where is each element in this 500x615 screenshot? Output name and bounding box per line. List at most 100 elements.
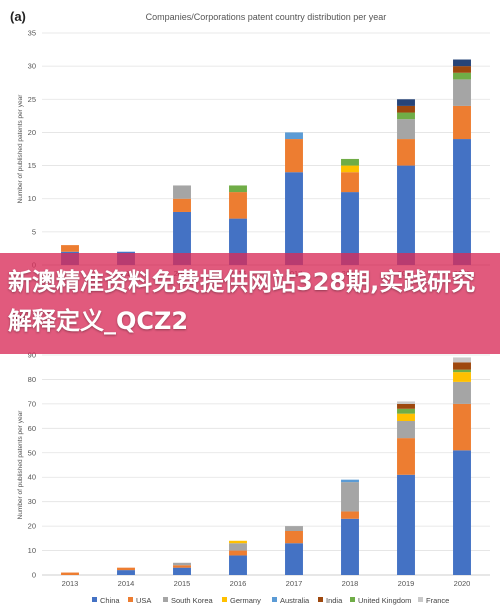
legend-swatch <box>418 597 423 602</box>
bar-segment-germany <box>341 165 359 173</box>
y-tick-label: 20 <box>28 128 36 137</box>
bar-segment-south-korea <box>229 543 247 551</box>
y-tick-label: 70 <box>28 399 36 408</box>
y-tick-label: 35 <box>28 29 36 38</box>
y-tick-label: 60 <box>28 424 36 433</box>
y-tick-label: 30 <box>28 497 36 506</box>
legend-label: Australia <box>280 596 310 605</box>
bar-segment-united-kingdom <box>453 362 471 370</box>
x-tick-label: 2016 <box>230 579 247 588</box>
bar-segment-usa <box>117 567 135 571</box>
bar-segment-germany <box>453 372 471 382</box>
x-tick-label: 2019 <box>398 579 415 588</box>
y-tick-label: 40 <box>28 473 36 482</box>
bar-segment-india <box>341 158 359 166</box>
bar-segment-usa <box>229 550 247 556</box>
bar-segment-china <box>453 450 471 575</box>
legend-label: France <box>426 596 449 605</box>
bar-segment-usa <box>285 139 303 173</box>
x-tick-label: 2018 <box>342 579 359 588</box>
bar-segment-india <box>397 112 415 120</box>
bar-segment-china <box>285 172 303 265</box>
bar-segment-south-korea <box>341 482 359 512</box>
legend-swatch <box>318 597 323 602</box>
bar-segment-south-korea <box>285 526 303 531</box>
bar-segment-china <box>341 518 359 575</box>
bar-segment-india <box>453 72 471 80</box>
legend-swatch <box>272 597 277 602</box>
y-tick-label: 5 <box>32 227 36 236</box>
bar-segment-usa <box>341 172 359 193</box>
y-tick-label: 25 <box>28 95 36 104</box>
bar-segment-china <box>229 555 247 575</box>
overlay-banner[interactable]: 新澳精准资料免费提供网站328期,实践研究解释定义_QCZ2 <box>0 253 500 354</box>
bar-segment-united-kingdom <box>397 105 415 113</box>
bar-segment-south-korea <box>397 119 415 140</box>
bar-segment-usa <box>453 105 471 140</box>
bar-segment-usa <box>61 572 79 575</box>
bar-segment-south-korea <box>397 421 415 439</box>
y-tick-label: 10 <box>28 546 36 555</box>
bar-segment-south-korea <box>453 381 471 404</box>
bar-segment-usa <box>397 438 415 475</box>
bar-segment-france <box>397 99 415 106</box>
bar-segment-usa <box>173 198 191 212</box>
panel-label: (a) <box>10 9 26 24</box>
bar-segment-australia <box>341 479 359 483</box>
legend-label: United Kingdom <box>358 596 411 605</box>
bar-segment-australia <box>285 132 303 140</box>
bar-segment-france <box>453 357 471 363</box>
x-tick-label: 2014 <box>118 579 135 588</box>
bar-segment-usa <box>229 192 247 219</box>
y-axis-label: Number of published patents per year <box>17 410 24 520</box>
bar-segment-china <box>453 139 471 265</box>
bar-segment-usa <box>453 403 471 451</box>
chart-panel-a: (a) Companies/Corporations patent country… <box>10 9 490 278</box>
bar-segment-usa <box>341 511 359 519</box>
bar-segment-china <box>397 165 415 265</box>
bar-segment-south-korea <box>453 79 471 106</box>
bar-segment-south-korea <box>173 562 191 566</box>
legend-label: India <box>326 596 343 605</box>
x-tick-label: 2017 <box>286 579 303 588</box>
bar-segment-united-kingdom <box>397 403 415 409</box>
legend-label: China <box>100 596 120 605</box>
bar-segment-usa <box>397 139 415 166</box>
y-tick-label: 90 <box>28 351 36 360</box>
y-tick-label: 20 <box>28 522 36 531</box>
y-tick-label: 50 <box>28 448 36 457</box>
legend-swatch <box>350 597 355 602</box>
x-tick-label: 2013 <box>62 579 79 588</box>
legend-swatch <box>128 597 133 602</box>
bar-segment-china <box>285 543 303 575</box>
bar-segment-china <box>341 192 359 265</box>
legend-swatch <box>92 597 97 602</box>
y-tick-label: 80 <box>28 375 36 384</box>
legend-label: USA <box>136 596 151 605</box>
y-tick-label: 30 <box>28 62 36 71</box>
bar-segment-china <box>173 211 191 265</box>
bar-segment-usa <box>61 245 79 252</box>
legend-label: South Korea <box>171 596 214 605</box>
bar-segment-france <box>397 401 415 404</box>
chart-legend: China USA South Korea Germany Australia India… <box>92 596 449 605</box>
chart-title: Companies/Corporations patent country di… <box>146 12 387 22</box>
bar-segment-usa <box>285 531 303 544</box>
x-tick-label: 2015 <box>174 579 191 588</box>
x-tick-label: 2020 <box>454 579 471 588</box>
bar-segment-china <box>117 570 135 575</box>
bar-segment-south-korea <box>173 185 191 199</box>
legend-swatch <box>222 597 227 602</box>
legend-swatch <box>163 597 168 602</box>
y-axis-label: Number of published patents per year <box>17 94 24 204</box>
bar-segment-united-kingdom <box>453 66 471 73</box>
bar-segment-china <box>397 474 415 575</box>
y-tick-label: 10 <box>28 194 36 203</box>
banner-text[interactable]: 新澳精准资料免费提供网站328期,实践研究解释定义_QCZ2 <box>8 268 476 335</box>
legend-label: Germany <box>230 596 261 605</box>
bar-segment-usa <box>173 565 191 568</box>
y-tick-label: 0 <box>32 571 36 580</box>
bar-segment-germany <box>229 540 247 544</box>
